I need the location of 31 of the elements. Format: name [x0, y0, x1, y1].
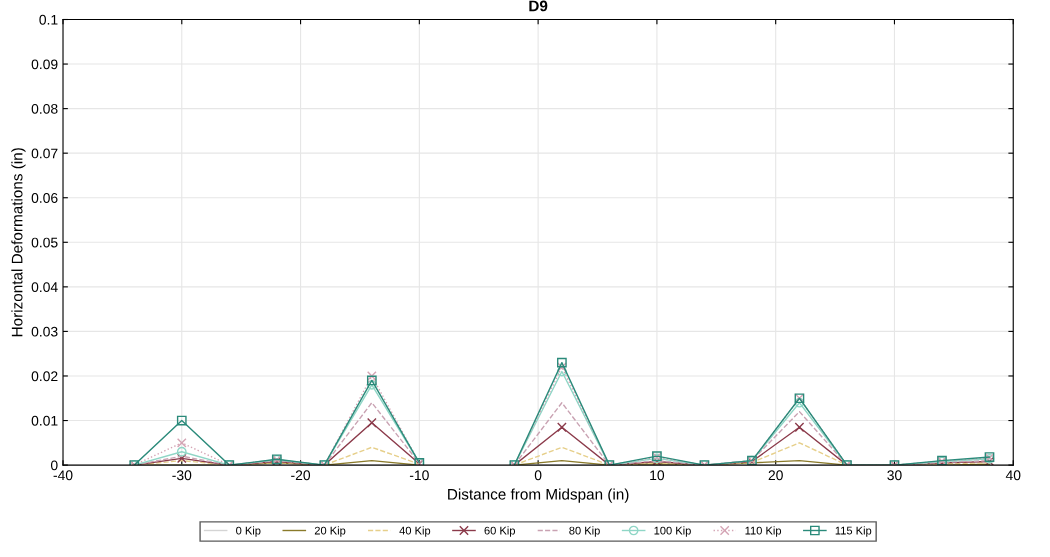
legend-label: 80 Kip: [569, 526, 600, 537]
legend-label: 0 Kip: [236, 526, 261, 537]
legend-label: 20 Kip: [314, 526, 346, 537]
x-tick-label: -40: [53, 470, 73, 481]
y-tick-label: 0.07: [31, 148, 58, 159]
x-tick-label: -10: [409, 470, 429, 481]
y-tick-label: 0.01: [31, 415, 58, 426]
x-axis-title: Distance from Midspan (in): [448, 488, 629, 503]
y-tick-label: 0.1: [39, 14, 58, 25]
y-axis-title: Horizontal Deformations (in): [11, 148, 26, 337]
x-tick-label: 0: [534, 470, 542, 481]
y-tick-label: 0.05: [31, 237, 58, 248]
legend-label: 100 Kip: [654, 526, 691, 537]
y-tick-label: 0.08: [31, 103, 58, 114]
x-tick-label: 40: [1005, 470, 1021, 481]
legend-label: 115 Kip: [835, 526, 872, 537]
y-tick-label: 0.03: [31, 326, 58, 337]
x-tick-label: 20: [768, 470, 783, 481]
y-tick-label: 0.04: [31, 282, 58, 293]
y-tick-label: 0: [50, 460, 58, 471]
y-tick-label: 0.06: [31, 193, 58, 203]
y-tick-label: 0.09: [31, 59, 58, 70]
legend-label: 40 Kip: [399, 526, 431, 537]
chart-title: D9: [529, 0, 548, 12]
x-tick-label: 10: [650, 470, 665, 481]
x-tick-label: 30: [887, 470, 902, 481]
legend-label: 60 Kip: [484, 526, 516, 537]
legend-label: 110 Kip: [745, 526, 782, 537]
y-tick-label: 0.02: [31, 371, 58, 382]
x-tick-label: -30: [172, 470, 192, 481]
x-tick-label: -20: [291, 470, 311, 481]
